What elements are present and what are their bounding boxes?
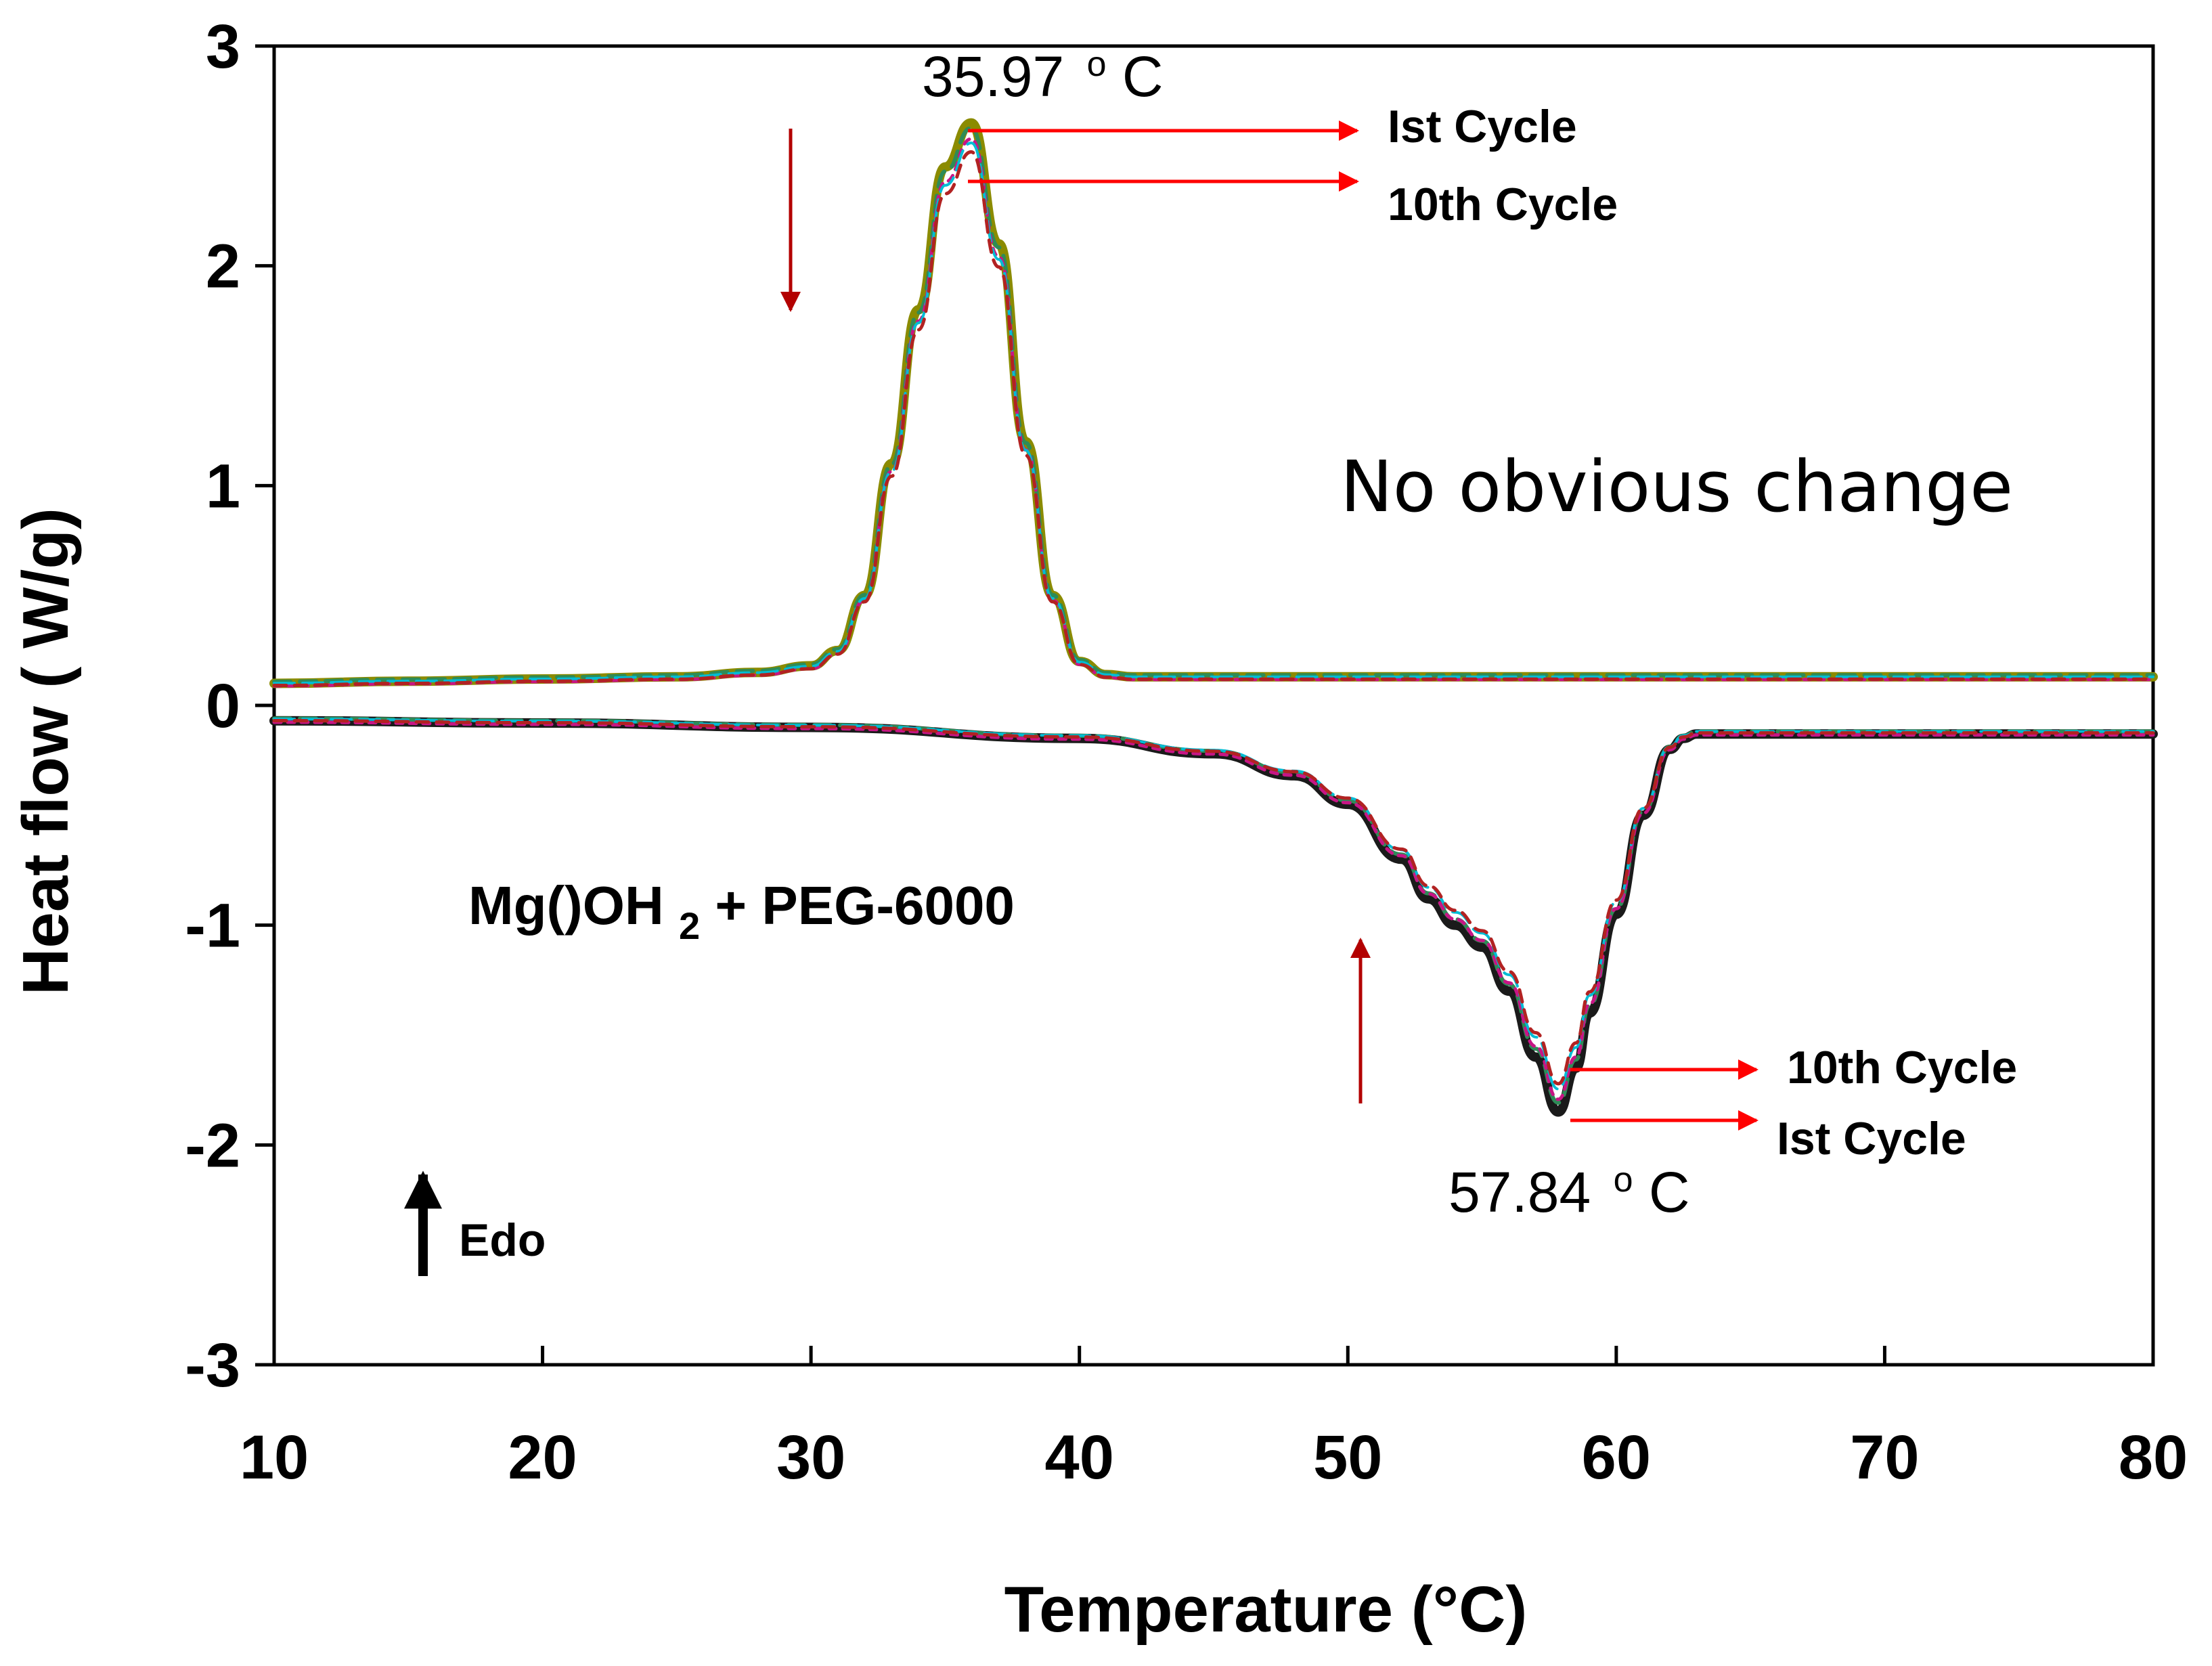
cooling-series-line-cycle-1 — [269, 118, 2158, 688]
endo-label: Edo — [459, 1214, 546, 1266]
x-tick-label: 40 — [1045, 1423, 1114, 1492]
bottom-first-cycle-label: Ist Cycle — [1777, 1113, 1966, 1164]
x-tick-label: 10 — [240, 1423, 309, 1492]
y-tick-label: 1 — [206, 452, 240, 521]
y-tick-label: 0 — [206, 672, 240, 741]
top-first-cycle-label: Ist Cycle — [1388, 101, 1577, 152]
cooling-series-line-cycle-3 — [272, 137, 2155, 688]
x-axis-title: Temperature (°C) — [1004, 1573, 1528, 1646]
cooling-series-line-cycle-2 — [272, 126, 2155, 684]
y-tick-label: 3 — [206, 12, 240, 81]
melting-peak-label: 57.84 o C — [1448, 1140, 1690, 1224]
heating-series-line-cycle-3 — [272, 720, 2155, 1101]
top-tenth-cycle-label: 10th Cycle — [1388, 179, 1618, 230]
cooling-series-line-cycle-5 — [272, 150, 2155, 688]
y-tick-label: 2 — [206, 232, 240, 301]
x-tick-label: 20 — [508, 1423, 577, 1492]
crystallization-peak-label: 35.97 o C — [922, 24, 1164, 108]
sample-label: Mg()OH 2 + PEG-6000 — [468, 875, 1015, 950]
x-tick-label: 80 — [2119, 1423, 2188, 1492]
x-axis-ticks: 10 20 30 40 50 60 70 80 — [240, 1346, 2188, 1492]
y-axis-ticks: -3 -2 -1 0 1 2 3 — [185, 12, 274, 1400]
series-group — [269, 118, 2158, 1117]
plot-frame — [272, 44, 2155, 1367]
y-axis-title: Heat flow ( W/g) — [9, 508, 82, 995]
no-change-note: No obvious change — [1340, 445, 2013, 528]
heating-series-line-cycle-5 — [272, 719, 2155, 1086]
x-tick-label: 60 — [1582, 1423, 1651, 1492]
x-tick-label: 70 — [1850, 1423, 1919, 1492]
y-tick-label: -3 — [185, 1331, 240, 1400]
x-tick-label: 50 — [1313, 1423, 1382, 1492]
y-tick-label: -1 — [185, 892, 240, 961]
cooling-series-line-cycle-4 — [273, 141, 2154, 685]
bottom-tenth-cycle-label: 10th Cycle — [1787, 1042, 2017, 1093]
x-tick-label: 30 — [776, 1423, 845, 1492]
y-tick-label: -2 — [185, 1111, 240, 1180]
